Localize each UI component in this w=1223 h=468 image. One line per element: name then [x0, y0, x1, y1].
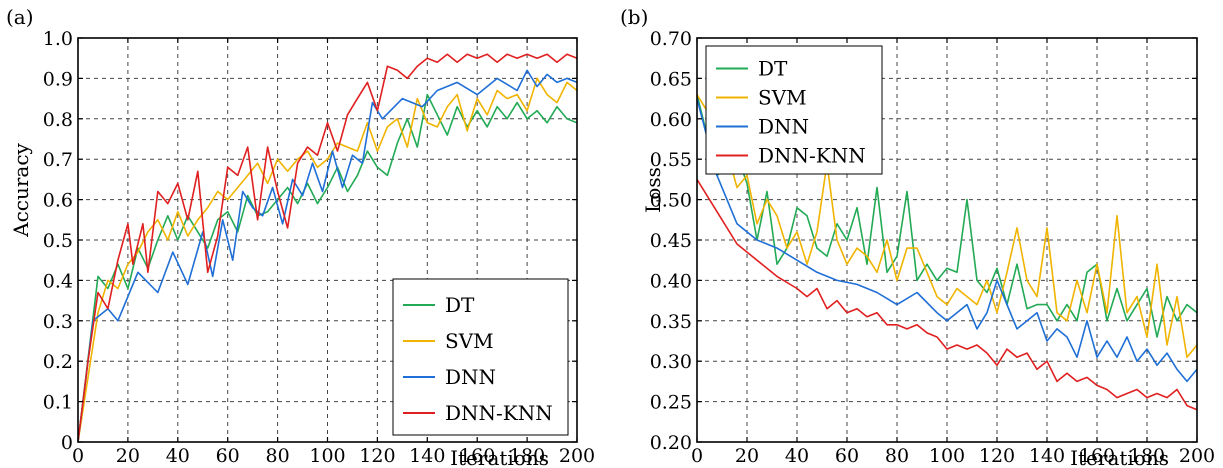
x-tick-label: 140 — [1029, 445, 1065, 467]
series-line-dnn — [78, 69, 577, 442]
series-line-dnn-knn — [78, 53, 577, 442]
y-tick-label: 0.8 — [43, 109, 73, 131]
x-tick-label: 80 — [266, 445, 290, 467]
y-tick-label: 0.35 — [650, 311, 692, 333]
legend: DT SVM DNN DNN-KNN — [392, 278, 569, 436]
y-tick-label: 0.1 — [43, 392, 73, 414]
series-line-dt — [697, 94, 1197, 338]
x-tick-label: 160 — [459, 445, 495, 467]
series-group — [78, 53, 577, 442]
series-line-svm — [697, 94, 1197, 359]
y-tick-label: 0.70 — [650, 28, 692, 50]
y-tick-label: 0.45 — [650, 230, 692, 252]
x-tick-label: 80 — [885, 445, 909, 467]
x-tick-label: 200 — [1179, 445, 1215, 467]
series-line-dt — [78, 93, 577, 442]
y-tick-label: 0.3 — [43, 311, 73, 333]
y-tick-label: 0.30 — [650, 351, 692, 373]
legend-label-dt: DT — [445, 293, 475, 317]
legend-box — [705, 45, 883, 175]
y-tick-label: 0.4 — [43, 270, 73, 292]
legend-label-dnn: DNN — [445, 365, 496, 389]
y-tick-label: 0.65 — [650, 68, 692, 90]
x-tick-label: 180 — [1129, 445, 1165, 467]
panel-label: (b) — [620, 5, 648, 29]
x-tick-label: 100 — [309, 445, 345, 467]
x-tick-label: 0 — [72, 445, 84, 467]
x-tick-label: 20 — [735, 445, 759, 467]
y-tick-label: 0.9 — [43, 68, 73, 90]
accuracy-chart: 0 20 40 60 80 100 120 140 160 180 200 0 0.1 0.2 0.3 0.4… — [6, 5, 595, 468]
y-tick-label: 0.40 — [650, 270, 692, 292]
y-tick-label: 0.6 — [43, 190, 73, 212]
series-line-dnn-knn — [697, 178, 1197, 411]
x-tick-label: 40 — [785, 445, 809, 467]
x-tick-label: 60 — [216, 445, 240, 467]
x-tick-label: 40 — [166, 445, 190, 467]
y-tick-label: 1.0 — [43, 28, 73, 50]
x-tick-label: 60 — [835, 445, 859, 467]
series-group — [697, 94, 1197, 411]
x-tick-label: 180 — [509, 445, 545, 467]
y-tick-label: 0.50 — [650, 190, 692, 212]
y-tick-label: 0.20 — [650, 432, 692, 454]
legend-label-dt: DT — [758, 57, 788, 81]
y-axis-label: Loss — [641, 167, 665, 213]
loss-chart: 0 20 40 60 80 100 120 140 160 180 200 0.20 0.25 0.30 0… — [620, 5, 1215, 468]
x-tick-label: 20 — [116, 445, 140, 467]
legend-label-svm: SVM — [445, 329, 494, 353]
x-axis-label: Iterations — [450, 446, 549, 468]
y-tick-label: 0.55 — [650, 149, 692, 171]
legend-label-dnn: DNN — [758, 115, 809, 139]
x-tick-label: 120 — [979, 445, 1015, 467]
y-tick-label: 0.5 — [43, 230, 73, 252]
x-tick-label: 200 — [559, 445, 595, 467]
y-tick-label: 0.2 — [43, 351, 73, 373]
panel-label: (a) — [6, 5, 34, 29]
x-axis-label: Iterations — [1070, 446, 1169, 468]
legend-label-dnn-knn: DNN-KNN — [758, 144, 866, 168]
legend: DT SVM DNN DNN-KNN — [705, 45, 883, 175]
y-tick-label: 0.7 — [43, 149, 73, 171]
legend-label-svm: SVM — [758, 86, 807, 110]
y-axis-label: Accuracy — [9, 142, 33, 237]
x-tick-label: 100 — [929, 445, 965, 467]
legend-label-dnn-knn: DNN-KNN — [445, 401, 553, 425]
series-line-dnn — [697, 98, 1197, 383]
y-tick-label: 0.60 — [650, 109, 692, 131]
x-tick-label: 0 — [691, 445, 703, 467]
x-tick-label: 140 — [409, 445, 445, 467]
x-tick-label: 160 — [1079, 445, 1115, 467]
y-tick-label: 0.25 — [650, 392, 692, 414]
y-tick-label: 0 — [61, 432, 73, 454]
x-tick-label: 120 — [359, 445, 395, 467]
